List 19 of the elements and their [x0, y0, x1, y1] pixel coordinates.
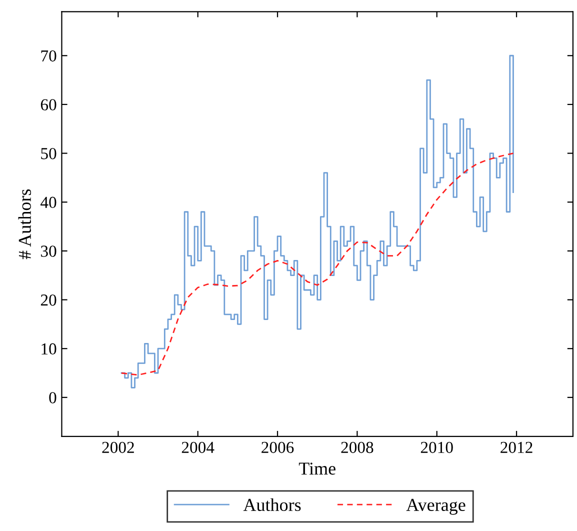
x-axis-title: Time	[298, 462, 336, 475]
y-tick-label: 40	[40, 196, 56, 208]
x-tick-label: 2010	[420, 442, 453, 454]
y-tick-label: 30	[41, 246, 56, 257]
line-series	[120, 152, 514, 376]
x-tick-label: 2004	[182, 442, 214, 454]
y-tick-label: 0	[49, 392, 56, 404]
x-tick-label: 2012	[500, 442, 532, 454]
y-tick-label: 20	[40, 294, 56, 306]
x-tick-label: 2006	[262, 442, 294, 454]
y-tick-label: 70	[41, 50, 56, 62]
y-tick-label: 10	[42, 343, 56, 355]
y-tick-label: 50	[41, 148, 56, 160]
legend-label: Authors	[243, 498, 301, 512]
legend-label: Average	[406, 498, 466, 515]
y-tick-label: 60	[40, 99, 56, 110]
x-tick-label: 2008	[341, 442, 374, 454]
y-axis-title: # Authors	[18, 189, 31, 260]
x-tick-label: 2002	[102, 442, 134, 454]
